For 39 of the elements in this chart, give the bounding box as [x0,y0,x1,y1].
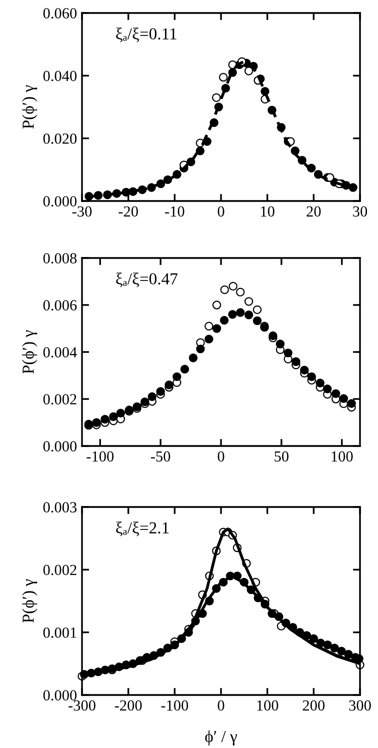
y-tick-label: 0.003 [43,502,77,513]
y-tick-label: 0.060 [43,8,77,19]
x-tick-label: 50 [274,451,288,462]
annotation: ξₐ/ξ=0.47 [116,272,178,288]
y-tick-label: 0.001 [43,627,76,638]
y-tick-label: 0.004 [43,347,77,358]
y-tick-label: 0.000 [43,441,77,452]
x-tick-label: 0 [218,206,224,217]
x-tick-label: -300 [68,700,96,711]
x-tick-label: 20 [306,206,321,217]
annotation: ξₐ/ξ=0.11 [116,28,176,42]
y-tick-label: 0.002 [43,394,76,405]
x-axis-title: ϕ′ / γ [205,730,237,746]
annotation: ξₐ/ξ=2.1 [116,522,169,536]
y-tick-label: 0.002 [43,564,76,576]
x-tick-label: -200 [114,700,142,711]
x-tick-label: 30 [353,206,368,217]
x-tick-label: -20 [118,206,138,217]
y-tick-label: 0.000 [43,690,77,701]
x-tick-label: 300 [349,700,371,711]
x-tick-label: -50 [150,451,170,462]
y-tick-label: 0.006 [43,300,77,311]
y-axis-title: P(ϕ′) γ [22,85,38,129]
y-axis-title: P(ϕ′) γ [22,330,38,374]
y-tick-label: 0.008 [43,253,77,264]
x-tick-label: 200 [302,700,325,711]
x-tick-label: -100 [161,700,188,711]
x-tick-label: 100 [257,700,278,711]
x-tick-label: -10 [165,206,184,217]
x-tick-label: 10 [261,206,274,217]
y-axis-title: P(ϕ′) γ [22,579,38,623]
y-tick-label: 0.040 [43,70,77,82]
x-tick-label: 0 [218,700,224,711]
x-tick-label: -30 [72,206,92,217]
y-tick-label: 0.020 [43,133,77,144]
x-tick-label: 0 [218,451,224,462]
x-tick-label: 100 [332,451,353,462]
x-tick-label: -100 [86,451,114,462]
y-tick-label: 0.000 [43,196,77,207]
